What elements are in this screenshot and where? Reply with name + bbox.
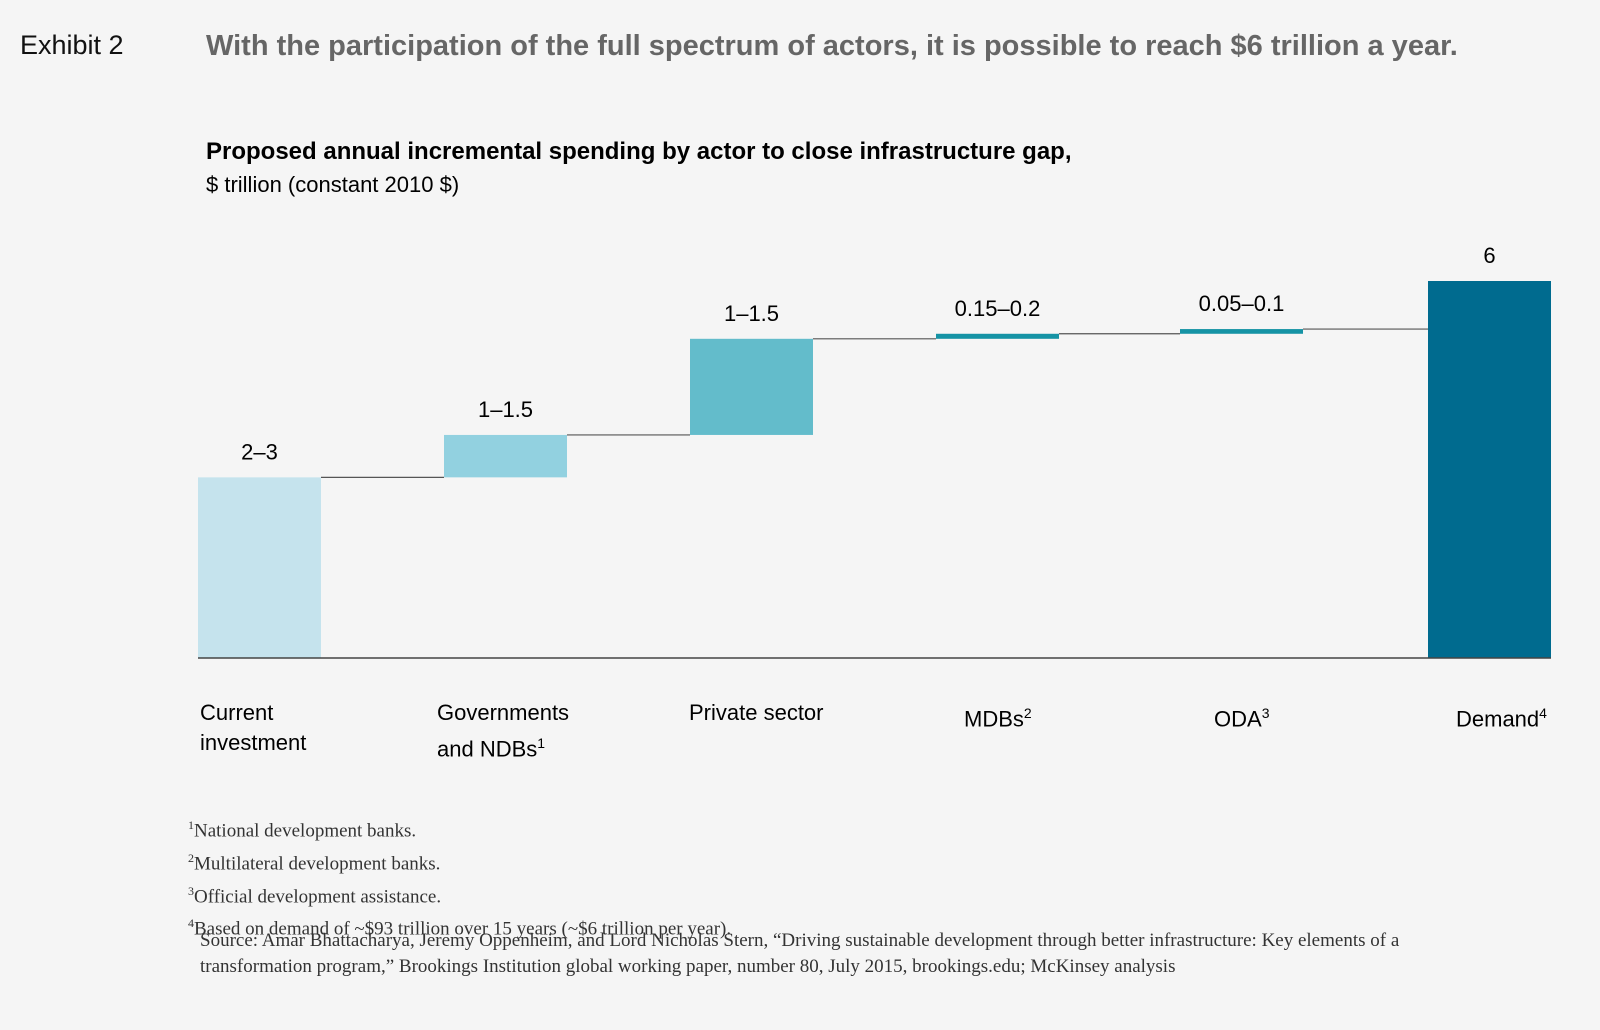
tick-label: Current investment <box>200 700 307 755</box>
footnote-1: 1National development banks. <box>188 818 417 842</box>
footnote-2: 2Multilateral development banks. <box>188 850 441 875</box>
tick-label: Demand4 <box>1456 705 1547 732</box>
chart-subtitle: $ trillion (constant 2010 $) <box>206 172 460 197</box>
data-label: 1–1.5 <box>724 301 779 326</box>
bar <box>444 434 567 478</box>
bar <box>936 333 1059 339</box>
bar <box>1180 329 1303 334</box>
source-note: Source: Amar Bhattacharya, Jeremy Oppenh… <box>200 930 1400 977</box>
footnotes: 1National development banks. 2Multilater… <box>188 812 731 943</box>
bar <box>198 477 321 658</box>
data-label: 0.05–0.1 <box>1199 291 1285 316</box>
data-label: 0.15–0.2 <box>955 296 1041 321</box>
data-label: 1–1.5 <box>478 397 533 422</box>
headline: With the participation of the full spect… <box>206 30 1458 62</box>
tick-label: Private sector <box>689 700 824 725</box>
tick-label: Governments and NDBs1 <box>437 700 570 762</box>
footnote-4: 4Based on demand of ~$93 trillion over 1… <box>188 916 732 940</box>
data-label: 6 <box>1483 243 1495 268</box>
data-label: 2–3 <box>241 439 278 464</box>
tick-label: ODA3 <box>1214 705 1270 732</box>
bar <box>690 338 813 435</box>
bar <box>1428 281 1551 658</box>
chart-title: Proposed annual incremental spending by … <box>206 138 1072 165</box>
footnote-3: 3Official development assistance. <box>188 883 442 907</box>
exhibit-label: Exhibit 2 <box>20 30 124 60</box>
tick-label: MDBs2 <box>964 705 1032 732</box>
